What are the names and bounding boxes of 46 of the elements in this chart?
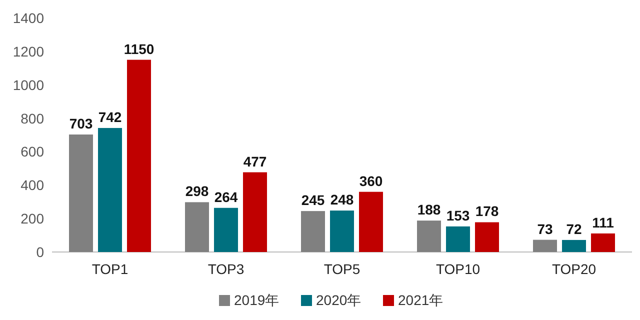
bar xyxy=(301,211,325,252)
y-tick-label: 800 xyxy=(20,110,44,126)
bar xyxy=(359,192,383,252)
x-tick-label: TOP3 xyxy=(208,261,244,277)
data-label: 248 xyxy=(330,192,354,208)
bar xyxy=(243,172,267,252)
legend-label: 2019年 xyxy=(234,292,280,308)
data-label: 72 xyxy=(566,220,582,237)
y-tick-label: 0 xyxy=(36,244,44,260)
data-label: 1150 xyxy=(124,40,154,57)
bar xyxy=(127,60,151,252)
data-label: 360 xyxy=(359,172,383,189)
bar xyxy=(214,208,238,252)
legend-label: 2021年 xyxy=(398,292,444,308)
data-label: 73 xyxy=(537,220,553,237)
legend-label: 2020年 xyxy=(316,292,362,308)
y-tick-label: 600 xyxy=(20,144,44,160)
bar xyxy=(591,233,615,252)
x-tick-label: TOP10 xyxy=(436,261,480,277)
data-label: 298 xyxy=(185,183,209,200)
data-label: 742 xyxy=(98,108,122,125)
data-label: 477 xyxy=(243,153,267,170)
bar xyxy=(446,226,470,252)
y-tick-label: 1400 xyxy=(12,10,44,26)
x-tick-label: TOP1 xyxy=(92,261,128,277)
data-label: 264 xyxy=(214,188,238,205)
y-tick-label: 200 xyxy=(20,210,44,227)
y-tick-label: 1000 xyxy=(12,76,44,93)
bar xyxy=(69,134,93,252)
data-label: 178 xyxy=(475,203,499,220)
bar xyxy=(533,240,557,252)
bar xyxy=(562,240,586,252)
data-label: 111 xyxy=(592,214,614,230)
bar xyxy=(330,210,354,252)
x-tick-label: TOP5 xyxy=(324,261,360,277)
bar xyxy=(98,128,122,252)
data-label: 703 xyxy=(69,116,93,132)
y-tick-label: 400 xyxy=(20,177,44,194)
data-label: 153 xyxy=(446,207,470,224)
data-label: 188 xyxy=(417,202,441,218)
bar xyxy=(185,202,209,252)
x-tick-label: TOP20 xyxy=(552,261,596,277)
bar xyxy=(475,222,499,252)
data-label: 245 xyxy=(301,192,325,208)
y-tick-label: 1200 xyxy=(12,43,44,60)
bar xyxy=(417,220,441,252)
